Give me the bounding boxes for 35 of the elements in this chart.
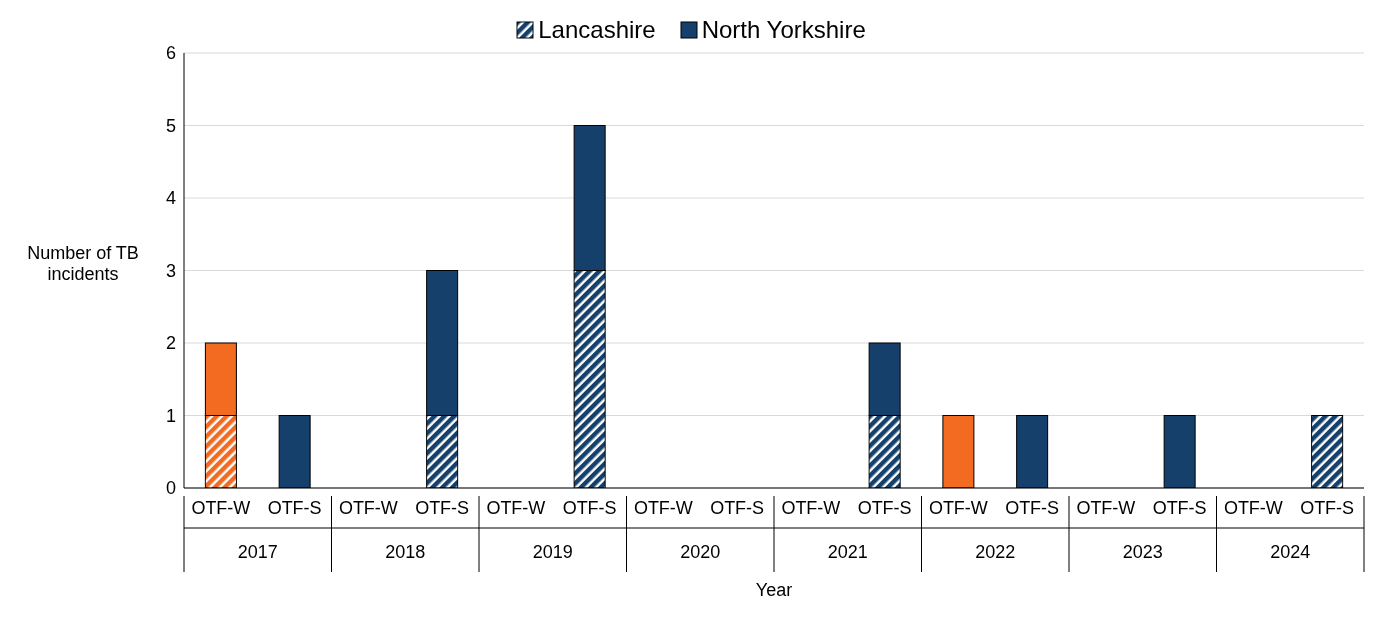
x-tick-label: OTF-W	[338, 498, 398, 518]
text: 2020	[680, 542, 721, 562]
x-axis-title: Year	[754, 580, 794, 601]
legend-label: Lancashire	[538, 16, 656, 44]
x-tick-label: OTF-W	[781, 498, 841, 518]
x-tick-label: OTF-S	[1152, 498, 1207, 518]
x-tick-label: OTF-S	[415, 498, 470, 518]
y-tick-label: 6	[165, 43, 176, 64]
x-tick-label: OTF-S	[267, 498, 322, 518]
text: 2019	[532, 542, 573, 562]
x-tick-label: OTF-S	[1005, 498, 1060, 518]
x-tick-label: OTF-S	[710, 498, 765, 518]
y-tick-label: 2	[165, 333, 176, 354]
x-tick-label: OTF-W	[1076, 498, 1136, 518]
x-tick-label: OTF-W	[191, 498, 251, 518]
x-tick-label: OTF-W	[486, 498, 546, 518]
text: 2017	[237, 542, 278, 562]
text: 2024	[1270, 542, 1311, 562]
y-axis-title: Number of TB incidents	[26, 243, 140, 285]
x-tick-label: OTF-S	[562, 498, 617, 518]
x-tick-label: OTF-W	[1223, 498, 1283, 518]
text: 2021	[827, 542, 868, 562]
text: 2023	[1122, 542, 1163, 562]
y-tick-label: 1	[165, 405, 176, 426]
y-tick-label: 0	[165, 478, 176, 499]
y-tick-label: 5	[165, 115, 176, 136]
x-tick-label: OTF-S	[1300, 498, 1355, 518]
text: 2018	[385, 542, 426, 562]
x-tick-label: OTF-S	[857, 498, 912, 518]
y-tick-label: 4	[165, 188, 176, 209]
y-tick-label: 3	[165, 260, 176, 281]
x-tick-label: OTF-W	[633, 498, 693, 518]
legend-label: North Yorkshire	[701, 16, 866, 44]
text: 2022	[975, 542, 1016, 562]
x-tick-label: OTF-W	[928, 498, 988, 518]
